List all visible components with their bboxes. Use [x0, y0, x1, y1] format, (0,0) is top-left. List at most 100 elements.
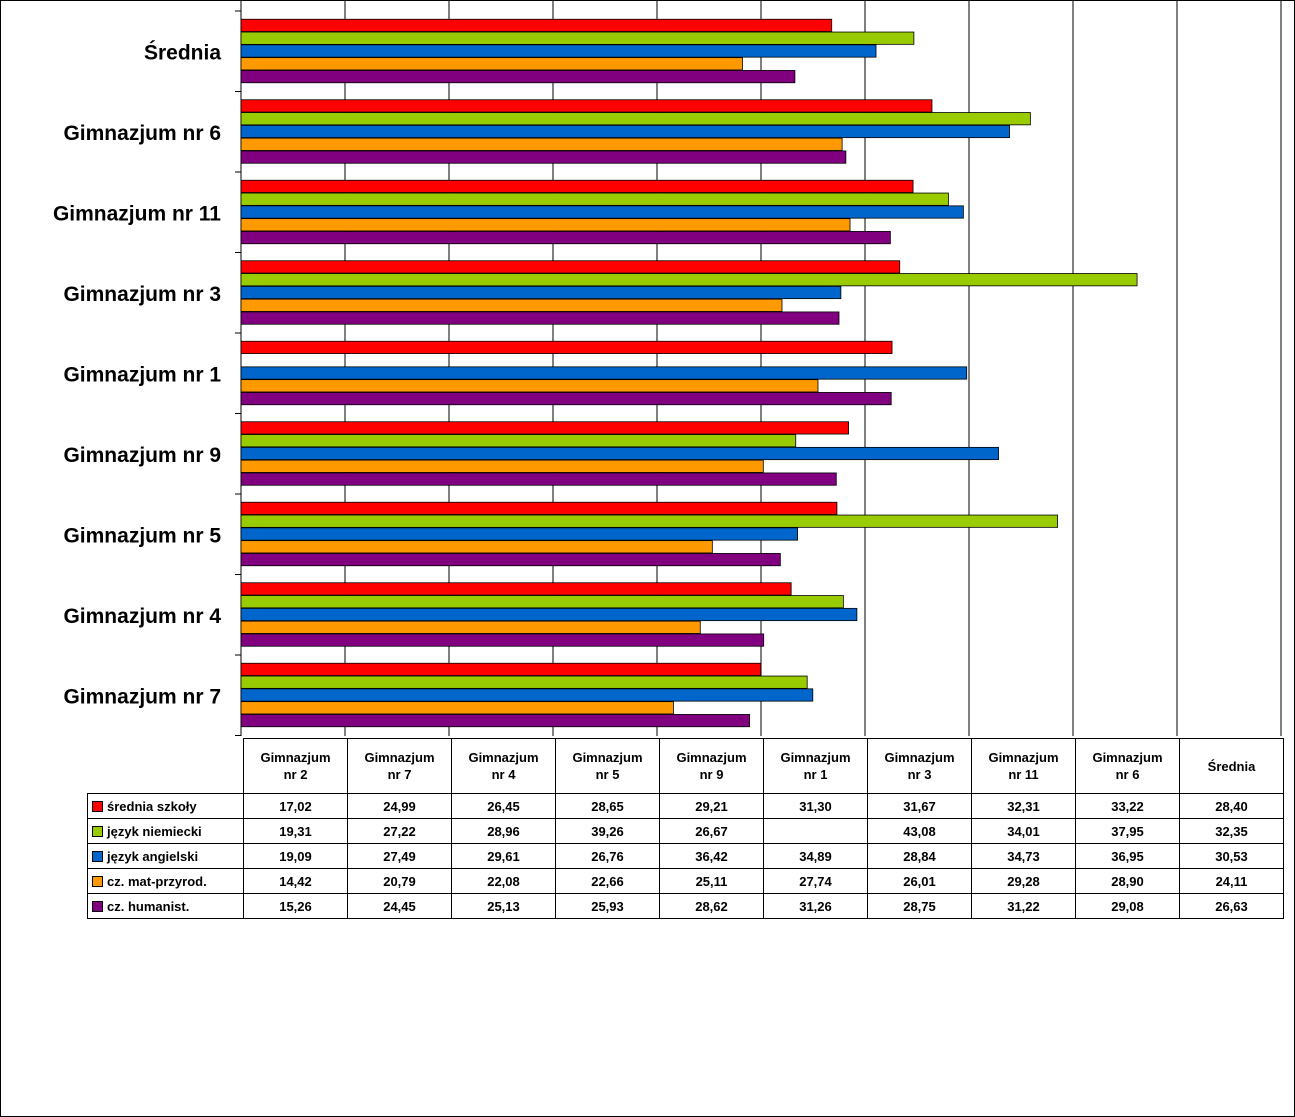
table-cell: 26,63 — [1179, 893, 1284, 919]
table-cell: 33,22 — [1075, 793, 1180, 819]
table-cell: 15,26 — [243, 893, 348, 919]
table-column-header: Gimnazjum nr 9 — [659, 738, 764, 794]
table-cell: 27,74 — [763, 868, 868, 894]
table-cell: 22,08 — [451, 868, 556, 894]
category-label: Gimnazjum nr 9 — [63, 444, 221, 467]
bar — [240, 688, 814, 702]
bar — [240, 205, 964, 219]
table-cell: 34,89 — [763, 843, 868, 869]
table-column-header: Gimnazjum nr 3 — [867, 738, 972, 794]
table-cell: 28,96 — [451, 818, 556, 844]
bar — [240, 392, 892, 406]
table-cell: 26,76 — [555, 843, 660, 869]
bar — [240, 514, 1059, 528]
table-column-header: Gimnazjum nr 1 — [763, 738, 868, 794]
bar — [240, 595, 844, 609]
table-cell: 43,08 — [867, 818, 972, 844]
table-cell: 24,45 — [347, 893, 452, 919]
table-cell: 29,08 — [1075, 893, 1180, 919]
table-cell: 29,21 — [659, 793, 764, 819]
category-label: Gimnazjum nr 6 — [63, 122, 221, 145]
bar — [240, 285, 842, 300]
bar — [240, 44, 877, 58]
table-column-header: Gimnazjum nr 6 — [1075, 738, 1180, 794]
category-label: Gimnazjum nr 5 — [63, 524, 221, 547]
category-label: Gimnazjum nr 7 — [63, 685, 221, 708]
table-cell: 27,49 — [347, 843, 452, 869]
legend-swatch — [92, 800, 103, 812]
category-label: Gimnazjum nr 4 — [63, 605, 221, 628]
bar — [240, 366, 968, 380]
table-column-header: Gimnazjum nr 4 — [451, 738, 556, 794]
table-cell: 31,22 — [971, 893, 1076, 919]
table-cell: 26,01 — [867, 868, 972, 894]
bar — [240, 675, 808, 689]
legend-swatch — [92, 900, 103, 912]
bar — [240, 137, 843, 151]
table-cell: 28,75 — [867, 893, 972, 919]
bar — [240, 434, 797, 448]
bar — [240, 31, 915, 45]
legend-entry: język niemiecki — [87, 818, 244, 844]
table-cell: 19,31 — [243, 818, 348, 844]
bar — [240, 662, 762, 676]
bar — [240, 527, 799, 541]
bar — [240, 112, 1031, 126]
bar — [240, 421, 849, 435]
legend-entry: cz. mat-przyrod. — [87, 868, 244, 894]
legend-swatch — [92, 825, 103, 837]
table-row: język niemiecki 19,31 27,22 28,96 39,26 26,67… — [87, 818, 1284, 844]
category-label: Gimnazjum nr 11 — [53, 202, 221, 225]
bar — [240, 70, 796, 84]
bar — [240, 459, 764, 473]
bar — [240, 231, 891, 245]
category-label: Gimnazjum nr 3 — [63, 283, 221, 306]
table-cell: 31,26 — [763, 893, 868, 919]
table-column-header: Gimnazjum nr 7 — [347, 738, 452, 794]
bar — [240, 192, 949, 206]
bar — [240, 472, 837, 486]
table-cell: 34,01 — [971, 818, 1076, 844]
bar — [240, 179, 914, 193]
table-cell: 25,93 — [555, 893, 660, 919]
table-cell: 32,35 — [1179, 818, 1284, 844]
table-row: cz. mat-przyrod. 14,42 20,79 22,08 22,66 25,1… — [87, 868, 1284, 894]
bar — [240, 620, 701, 634]
table-cell: 28,65 — [555, 793, 660, 819]
table-cell: 25,13 — [451, 893, 556, 919]
bar — [240, 18, 833, 32]
bar — [240, 150, 847, 164]
legend-entry: cz. humanist. — [87, 893, 244, 919]
table-cell: 37,95 — [1075, 818, 1180, 844]
bar — [240, 701, 674, 715]
table-cell: 19,09 — [243, 843, 348, 869]
bar — [240, 99, 933, 113]
bar — [240, 501, 838, 515]
table-cell — [763, 818, 868, 844]
bar — [240, 273, 1138, 287]
bar-chart: 05101520253035404550Gimnazjum nr 2Gimnaz… — [53, 1, 1282, 736]
bar — [240, 633, 765, 647]
bar — [240, 607, 858, 622]
category-label: Gimnazjum nr 1 — [63, 363, 221, 386]
bar — [240, 540, 713, 554]
bar — [240, 298, 783, 312]
table-cell: 31,30 — [763, 793, 868, 819]
table-cell: 29,61 — [451, 843, 556, 869]
table-cell: 24,99 — [347, 793, 452, 819]
table-cell: 36,42 — [659, 843, 764, 869]
table-cell: 20,79 — [347, 868, 452, 894]
table-cell: 28,62 — [659, 893, 764, 919]
table-column-header: Gimnazjum nr 11 — [971, 738, 1076, 794]
table-cell: 30,53 — [1179, 843, 1284, 869]
table-cell: 22,66 — [555, 868, 660, 894]
table-row: język angielski 19,09 27,49 29,61 26,76 36,42… — [87, 843, 1284, 869]
table-row: średnia szkoły 17,02 24,99 26,45 28,65 29,21 3… — [87, 793, 1284, 819]
bar — [240, 124, 1010, 139]
bar — [240, 446, 999, 461]
table-column-header: Gimnazjum nr 5 — [555, 738, 660, 794]
table-cell: 31,67 — [867, 793, 972, 819]
legend-entry: język angielski — [87, 843, 244, 869]
